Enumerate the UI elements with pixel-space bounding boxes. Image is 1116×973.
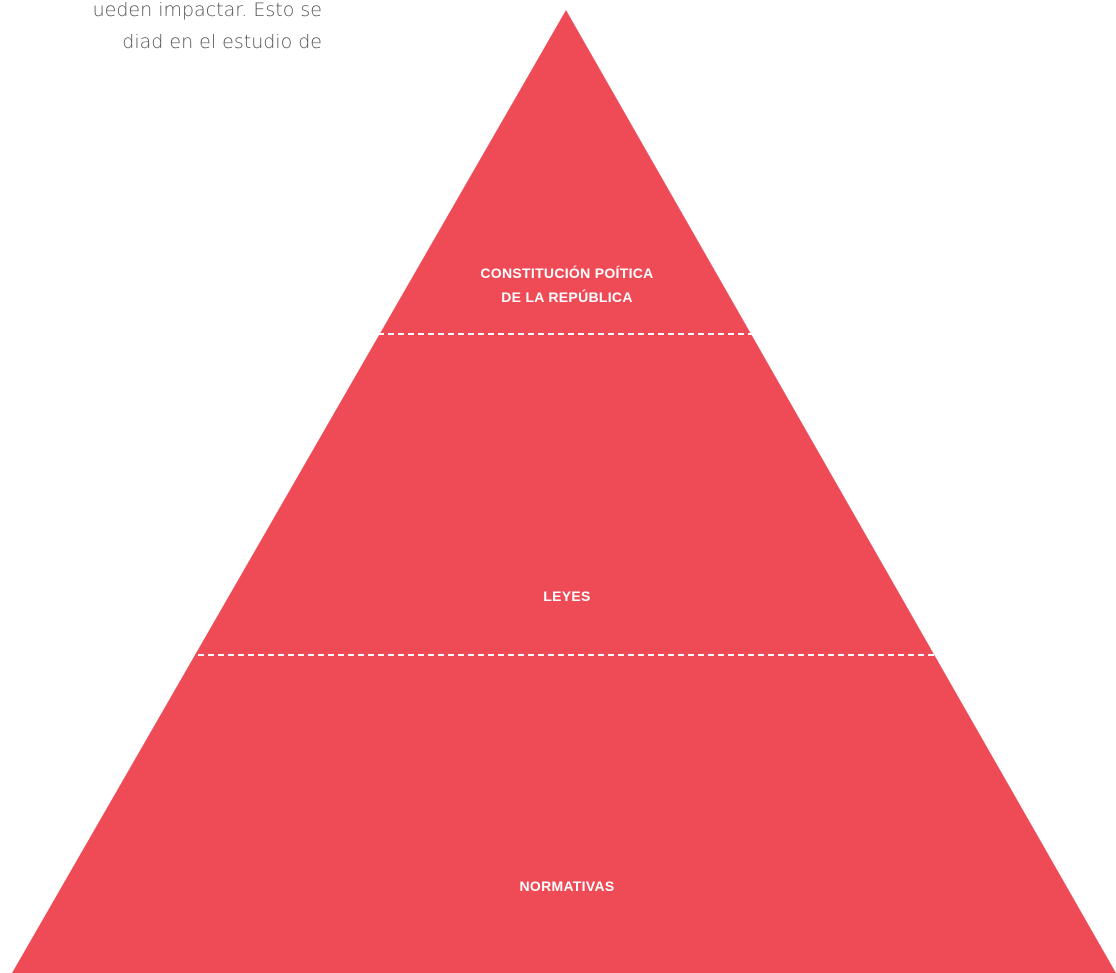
- intro-line: ueden impactar. Esto se: [93, 0, 322, 21]
- level-label: DE LA REPÚBLICA: [501, 288, 633, 305]
- level-label: LEYES: [543, 588, 590, 604]
- intro-line: diad en el estudio de: [122, 31, 322, 53]
- pyramid: [12, 10, 1116, 973]
- level-label: CONSTITUCIÓN POÍTICA: [480, 264, 653, 281]
- level-label: NORMATIVAS: [519, 878, 614, 894]
